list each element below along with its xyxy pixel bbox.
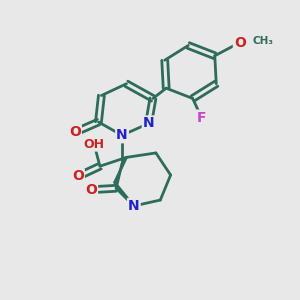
Text: O: O xyxy=(234,35,246,50)
Text: O: O xyxy=(69,125,81,139)
Text: OH: OH xyxy=(84,138,105,151)
Text: N: N xyxy=(143,116,154,130)
Text: F: F xyxy=(197,111,206,124)
Text: O: O xyxy=(85,183,97,197)
Text: O: O xyxy=(72,169,84,184)
Text: CH₃: CH₃ xyxy=(252,36,273,46)
Text: N: N xyxy=(128,199,140,213)
Text: N: N xyxy=(116,128,128,142)
